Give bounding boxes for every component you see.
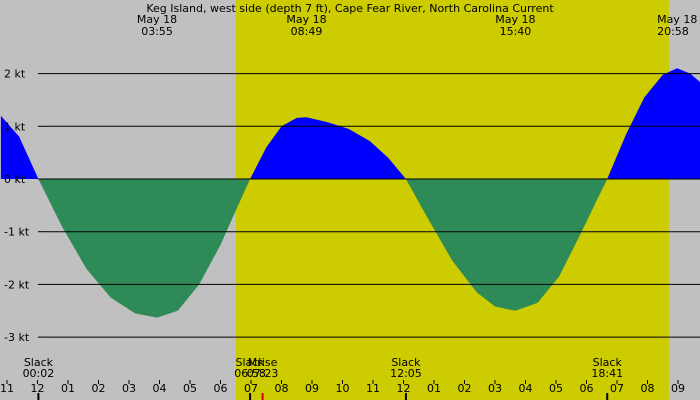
peak-date-label: May 18 bbox=[286, 13, 326, 26]
event-name-label: Slack bbox=[235, 356, 265, 369]
event-time-label: 12:05 bbox=[390, 367, 422, 380]
peak-date-label: May 18 bbox=[657, 13, 697, 26]
event-time-label: 00:02 bbox=[23, 367, 55, 380]
y-tick-label: 1 kt bbox=[4, 120, 26, 133]
peak-date-label: May 18 bbox=[495, 13, 535, 26]
event-time-label: 18:41 bbox=[591, 367, 623, 380]
peak-time-label: 20:58 bbox=[657, 25, 689, 38]
x-tick-label: 01 bbox=[61, 382, 75, 395]
x-tick-label: 06 bbox=[214, 382, 228, 395]
x-tick-label: 12 bbox=[31, 382, 45, 395]
peak-time-label: 08:49 bbox=[291, 25, 323, 38]
event-name-label: Slack bbox=[593, 356, 623, 369]
x-tick-label: 09 bbox=[671, 382, 685, 395]
ebb-area bbox=[38, 179, 251, 318]
ebb-area bbox=[405, 179, 608, 311]
x-tick-label: 02 bbox=[458, 382, 472, 395]
x-tick-label: 05 bbox=[183, 382, 197, 395]
event-name-label: Slack bbox=[391, 356, 421, 369]
current-area-layer bbox=[0, 68, 700, 318]
gridlines bbox=[44, 73, 700, 338]
chart-title: Keg Island, west side (depth 7 ft), Cape… bbox=[146, 2, 554, 15]
x-axis-ticks: 11 12 01 02 03 04 05 06 07 08 09 10 11 12 01 02 03 04 05 06… bbox=[0, 380, 685, 395]
x-tick-label: 08 bbox=[641, 382, 655, 395]
y-tick-label: -1 kt bbox=[4, 226, 30, 239]
flood-area bbox=[250, 117, 406, 179]
y-tick-label: -2 kt bbox=[4, 278, 30, 291]
x-tick-label: 07 bbox=[244, 382, 258, 395]
x-tick-label: 12 bbox=[397, 382, 411, 395]
event-time-label: 06:58 bbox=[234, 367, 266, 380]
event-time-label: 07:23 bbox=[247, 367, 279, 380]
x-tick-label: 04 bbox=[153, 382, 167, 395]
flood-area bbox=[0, 115, 39, 179]
x-tick-label: 10 bbox=[336, 382, 350, 395]
x-tick-label: 01 bbox=[427, 382, 441, 395]
x-tick-label: 03 bbox=[488, 382, 502, 395]
x-tick-label: 05 bbox=[549, 382, 563, 395]
y-tick-label: 0 kt bbox=[4, 173, 26, 186]
y-tick-label: 2 kt bbox=[4, 68, 26, 81]
event-name-label: Slack bbox=[24, 356, 54, 369]
event-labels: Slack00:02Slack06:58Mrise07:23Slack12:05… bbox=[23, 356, 623, 400]
x-tick-label: 09 bbox=[305, 382, 319, 395]
x-tick-label: 06 bbox=[580, 382, 594, 395]
x-tick-label: 07 bbox=[610, 382, 624, 395]
x-tick-label: 03 bbox=[122, 382, 136, 395]
flood-area bbox=[607, 68, 700, 179]
x-tick-label: 02 bbox=[92, 382, 106, 395]
event-name-label: Mrise bbox=[248, 356, 278, 369]
x-tick-label: 04 bbox=[519, 382, 533, 395]
x-tick-label: 11 bbox=[366, 382, 380, 395]
x-tick-label: 08 bbox=[275, 382, 289, 395]
y-tick-label: -3 kt bbox=[4, 331, 30, 344]
peak-time-label: 03:55 bbox=[141, 25, 173, 38]
peak-time-label: 15:40 bbox=[500, 25, 532, 38]
x-tick-label: 11 bbox=[0, 382, 14, 395]
y-axis-ticks: 2 kt 1 kt 0 kt -1 kt -2 kt -3 kt bbox=[4, 68, 44, 344]
peak-date-label: May 18 bbox=[137, 13, 177, 26]
